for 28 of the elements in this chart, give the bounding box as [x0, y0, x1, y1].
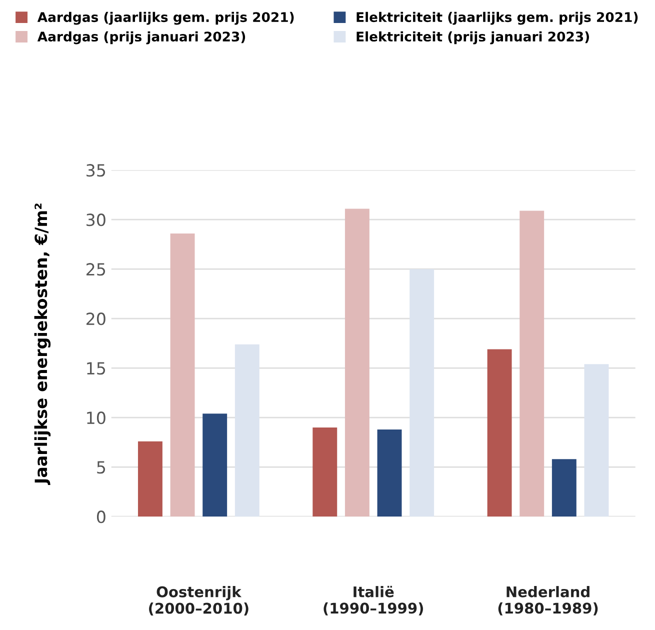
legend-label: Elektriciteit (prijs januari 2023)	[356, 31, 589, 44]
y-tick-label: 5	[97, 461, 106, 474]
bar	[410, 269, 434, 517]
bar	[584, 364, 609, 517]
y-axis-title: Jaarlijkse energiekosten, €/m²	[34, 204, 51, 486]
x-tick-label: Italië (1990–1999)	[324, 586, 423, 616]
bar	[312, 428, 338, 517]
x-tick-label: Nederland (1980–1989)	[498, 586, 598, 616]
bar	[552, 459, 576, 517]
bar	[170, 233, 195, 517]
bar	[344, 208, 370, 517]
bar	[234, 344, 260, 517]
legend-label: Aardgas (prijs januari 2023)	[37, 31, 246, 44]
legend-label: Aardgas (jaarlijks gem. prijs 2021)	[37, 12, 294, 25]
bar	[202, 414, 228, 517]
y-tick-label: 15	[87, 362, 106, 375]
y-tick-label: 20	[86, 312, 106, 326]
y-tick-label: 25	[86, 263, 106, 276]
bar	[138, 441, 162, 517]
bar	[377, 429, 402, 517]
y-tick-label: 35	[86, 164, 106, 177]
y-tick-label: 0	[96, 510, 106, 524]
y-tick-label: 30	[86, 214, 106, 226]
legend-label: Elektriciteit (jaarlijks gem. prijs 2021)	[356, 12, 638, 25]
bar	[520, 210, 544, 517]
bar	[487, 349, 512, 517]
x-tick-label: Oostenrijk (2000–2010)	[149, 586, 248, 616]
y-tick-label: 10	[87, 412, 106, 424]
